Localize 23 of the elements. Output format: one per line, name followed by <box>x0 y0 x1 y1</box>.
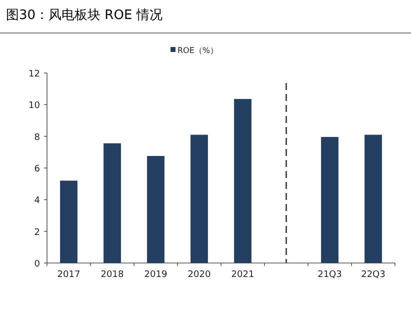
bar <box>234 98 252 263</box>
bar <box>190 134 208 263</box>
legend-label: ROE（%） <box>178 46 218 55</box>
y-tick-label: 12 <box>28 70 40 80</box>
x-tick-label: 2019 <box>144 270 168 280</box>
x-tick-label: 2020 <box>188 270 211 280</box>
x-tick-label: 2021 <box>231 270 254 280</box>
bar <box>60 180 78 263</box>
x-tick-label: 22Q3 <box>361 270 386 280</box>
x-tick-label: 2018 <box>100 270 124 280</box>
y-tick-label: 0 <box>34 260 40 270</box>
y-tick-label: 6 <box>34 164 40 174</box>
chart-title: 图30：风电板块 ROE 情况 <box>6 8 162 23</box>
x-tick-label: 2017 <box>57 270 80 280</box>
y-tick-label: 10 <box>28 101 40 112</box>
bar <box>147 156 164 263</box>
x-tick-label: 21Q3 <box>318 270 342 280</box>
bar <box>104 143 121 263</box>
bar <box>321 136 338 263</box>
y-tick-label: 8 <box>34 132 40 143</box>
y-tick-label: 4 <box>34 196 40 206</box>
bar <box>364 134 382 263</box>
y-tick-label: 2 <box>34 228 40 238</box>
